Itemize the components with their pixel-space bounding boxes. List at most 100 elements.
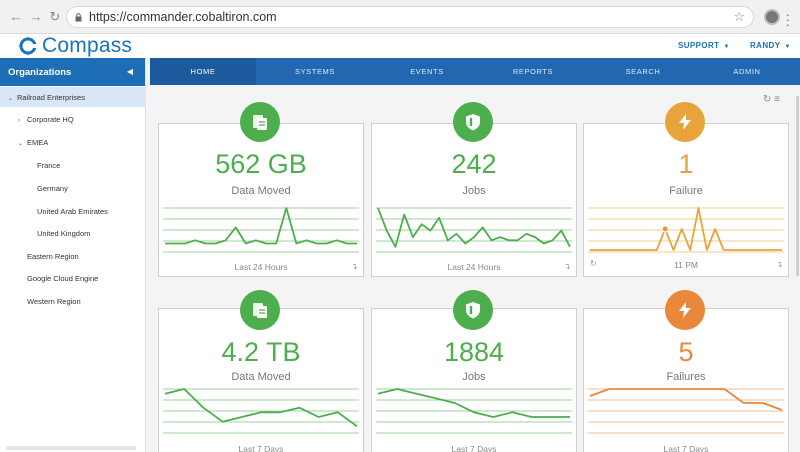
compass-logo[interactable]: Compass xyxy=(18,34,132,58)
caret-down-icon: ▼ xyxy=(723,44,730,50)
sparkline-series xyxy=(377,207,571,248)
sparkline-chart xyxy=(376,388,572,434)
sparkline-chart xyxy=(588,207,784,253)
copy-documents-icon-glyph xyxy=(253,303,267,318)
tab-reports[interactable]: REPORTS xyxy=(512,67,554,76)
tab-search[interactable]: SEARCH xyxy=(625,67,661,76)
back-arrow-icon[interactable]: ← xyxy=(9,9,23,24)
tree-item-united-arab-emirates[interactable]: United Arab Emirates xyxy=(37,207,108,216)
card-label: Jobs xyxy=(462,185,486,197)
collapse-sidebar-icon[interactable]: ◀ xyxy=(126,67,133,76)
tab-home[interactable]: HOME xyxy=(150,58,256,85)
lightning-icon-glyph xyxy=(679,114,691,130)
tab-systems[interactable]: SYSTEMS xyxy=(294,67,336,76)
sidebar-title: Organizations xyxy=(8,67,72,78)
tree-item-label: EMEA xyxy=(27,138,49,147)
sparkline-series xyxy=(589,388,783,411)
app-header: Compass SUPPORT ▼ RANDY ▼ xyxy=(0,34,800,58)
highlight-point[interactable] xyxy=(661,225,669,233)
card-value: 4.2 TB xyxy=(221,337,301,367)
tree-item-corporate-hq[interactable]: › Corporate HQ xyxy=(18,115,74,124)
expand-icon[interactable]: ↴ xyxy=(564,262,571,271)
star-icon[interactable]: ☆ xyxy=(733,9,745,24)
chevron-down-icon[interactable]: ⌄ xyxy=(18,141,24,147)
sidebar-scrollbar[interactable] xyxy=(6,446,136,450)
card-label: Failure xyxy=(669,185,703,197)
forward-arrow-icon[interactable]: → xyxy=(29,9,43,24)
expand-icon[interactable]: ↴ xyxy=(776,260,783,269)
card-jobs-7d[interactable]: 1884 Jobs Last 7 Days xyxy=(371,290,577,452)
shield-icon-glyph xyxy=(466,302,480,319)
card-footer: 11 PM xyxy=(674,260,698,270)
card-value: 1 xyxy=(678,149,694,179)
user-menu-label: RANDY xyxy=(750,41,781,50)
tree-item-eastern-region[interactable]: Eastern Region xyxy=(27,252,79,261)
tree-item-france[interactable]: France xyxy=(37,161,61,170)
tree-item-emea[interactable]: ⌄ EMEA xyxy=(18,138,48,147)
shield-icon xyxy=(453,290,493,330)
card-value: 562 GB xyxy=(215,149,307,179)
sparkline-series xyxy=(164,388,358,428)
browser-chrome: ← → ↻ https://commander.cobaltiron.com ☆… xyxy=(0,0,800,34)
support-menu[interactable]: SUPPORT ▼ xyxy=(678,41,730,50)
url-text[interactable]: https://commander.cobaltiron.com xyxy=(89,10,277,24)
lightning-icon xyxy=(665,290,705,330)
page-scrollbar[interactable] xyxy=(796,96,799,276)
card-label: Jobs xyxy=(462,371,486,383)
sidebar-header: Organizations ◀ xyxy=(0,58,145,86)
card-label: Data Moved xyxy=(231,185,291,197)
card-label: Data Moved xyxy=(231,371,291,383)
tree-item-germany[interactable]: Germany xyxy=(37,184,68,193)
tab-events[interactable]: EVENTS xyxy=(410,67,444,76)
tree-item-google-cloud-engine[interactable]: Google Cloud Engine xyxy=(27,274,99,283)
copy-documents-icon xyxy=(240,102,280,142)
card-failures-7d[interactable]: 5 Failures Last 7 Days xyxy=(583,290,789,452)
chevron-right-icon[interactable]: › xyxy=(18,118,20,124)
refresh-icon[interactable]: ↻ xyxy=(763,94,772,105)
sparkline-chart xyxy=(376,207,572,253)
sparkline-series xyxy=(165,207,357,245)
tree-item-united-kingdom[interactable]: United Kingdom xyxy=(37,229,91,238)
tab-admin[interactable]: ADMIN xyxy=(733,67,761,76)
copy-documents-icon-glyph xyxy=(253,115,267,130)
dashboard-main: HOME SYSTEMS EVENTS REPORTS SEARCH ADMIN… xyxy=(146,58,800,452)
card-value: 5 xyxy=(678,337,694,367)
sparkline-series xyxy=(590,207,782,251)
lock-icon xyxy=(75,13,82,22)
lightning-icon-glyph xyxy=(679,302,691,318)
tree-item-western-region[interactable]: Western Region xyxy=(27,297,81,306)
shield-icon xyxy=(453,102,493,142)
card-failure-24h[interactable]: 1 Failure 11 PM ↻ ↴ xyxy=(583,102,789,277)
sparkline-series xyxy=(377,388,570,418)
dashboard-tools: ↻ ≡ xyxy=(763,94,780,105)
main-tabs: HOME SYSTEMS EVENTS REPORTS SEARCH ADMIN xyxy=(150,58,800,85)
card-footer: Last 7 Days xyxy=(238,444,284,452)
shield-icon-glyph xyxy=(466,114,480,131)
tree-item-railroad-enterprises[interactable]: ⌄ Railroad Enterprises xyxy=(0,87,146,107)
sparkline-chart xyxy=(588,388,784,434)
refresh-icon[interactable]: ↻ xyxy=(590,259,597,268)
chevron-down-icon[interactable]: ⌄ xyxy=(8,96,14,102)
profile-avatar[interactable] xyxy=(764,9,780,25)
card-label: Failures xyxy=(666,371,706,383)
card-footer: Last 24 Hours xyxy=(234,262,288,272)
tree-item-label: Corporate HQ xyxy=(27,115,74,124)
card-value: 1884 xyxy=(443,337,505,367)
card-data-moved-7d[interactable]: 4.2 TB Data Moved Last 7 Days xyxy=(158,290,364,452)
kebab-menu-icon[interactable]: ... xyxy=(786,4,790,29)
sparkline-chart xyxy=(163,207,359,253)
caret-down-icon: ▼ xyxy=(784,44,791,50)
user-menu[interactable]: RANDY ▼ xyxy=(750,41,791,50)
logo-text: Compass xyxy=(42,34,133,57)
organizations-sidebar: Organizations ◀ ⌄ Railroad Enterprises › C… xyxy=(0,58,146,452)
tree-item-label: Railroad Enterprises xyxy=(17,93,85,102)
card-value: 242 xyxy=(451,149,497,179)
reload-icon[interactable]: ↻ xyxy=(49,9,61,24)
support-menu-label: SUPPORT xyxy=(678,41,720,50)
card-jobs-24h[interactable]: 242 Jobs Last 24 Hours ↴ xyxy=(371,102,577,277)
card-data-moved-24h[interactable]: 562 GB Data Moved Last 24 Hours ↴ xyxy=(158,102,364,277)
card-footer: Last 7 Days xyxy=(663,444,709,452)
address-bar[interactable]: https://commander.cobaltiron.com ☆ xyxy=(66,6,754,28)
expand-icon[interactable]: ↴ xyxy=(351,262,358,271)
list-menu-icon[interactable]: ≡ xyxy=(774,94,781,105)
